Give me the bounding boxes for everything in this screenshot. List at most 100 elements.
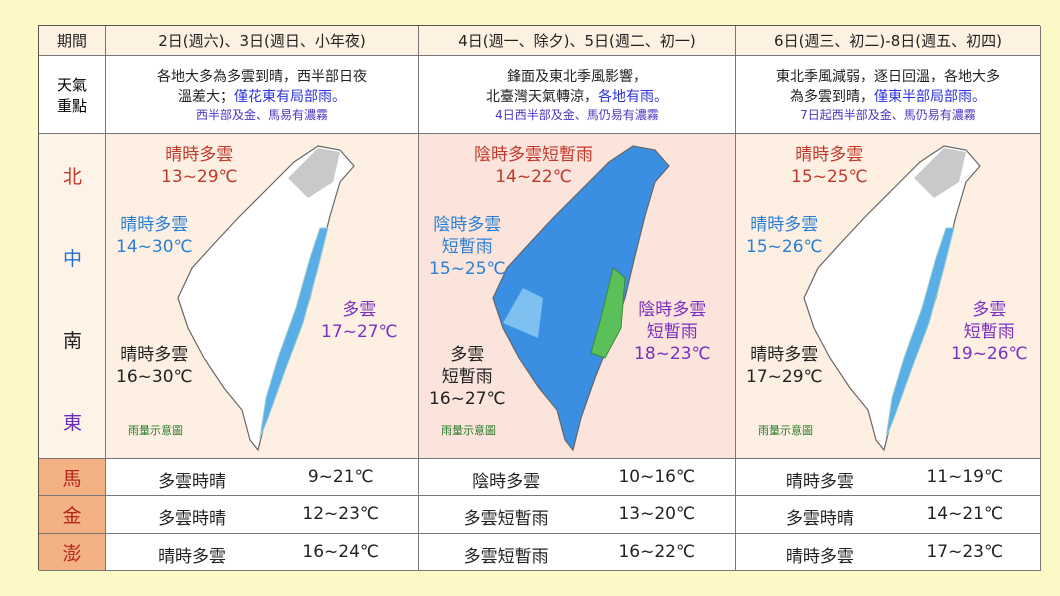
island-cell: 多雲時晴 12~23℃ — [106, 496, 419, 534]
rain-light — [502, 288, 543, 338]
focus-line: 東北季風減弱，逐日回溫，各地大多 — [776, 68, 1000, 85]
map-legend: 雨量示意圖 — [758, 424, 813, 437]
taiwan-map — [802, 145, 981, 452]
area-forecast: 多雲 短暫雨 16~27℃ — [429, 344, 506, 410]
area-temp: 16~30℃ — [116, 367, 193, 387]
focus-label-cell: 天氣 重點 — [39, 56, 106, 134]
area-weather: 短暫雨 — [441, 237, 493, 257]
area-temp: 16~27℃ — [429, 389, 506, 409]
island-temp: 14~21℃ — [926, 504, 1004, 524]
focus-line-row: 北臺灣天氣轉涼，各地有雨。 — [486, 87, 668, 107]
area-weather: 晴時多雲 — [795, 145, 864, 165]
header-text: 期間 — [56, 32, 87, 50]
area-weather: 晴時多雲 — [165, 145, 234, 165]
island-label-cell: 澎 — [39, 534, 106, 571]
area-forecast: 晴時多雲 17~29℃ — [746, 344, 823, 388]
island-temp: 16~24℃ — [302, 541, 380, 562]
area-forecast: 晴時多雲 15~25℃ — [791, 144, 868, 188]
focus-note: 7日起西半部及金、馬仍易有濃霧 — [800, 107, 976, 122]
area-weather: 多雲 — [972, 300, 1007, 320]
island-temp: 10~16℃ — [618, 466, 696, 487]
island-cell: 晴時多雲 17~23℃ — [736, 534, 1041, 571]
map-legend: 雨量示意圖 — [441, 424, 496, 437]
focus-line-row: 為多雲到晴，僅東半部局部雨。 — [790, 87, 986, 107]
island-cell: 多雲短暫雨 16~22℃ — [419, 534, 736, 571]
island-weather: 晴時多雲 — [158, 546, 227, 567]
focus-line: 各地大多為多雲到晴，西半部日夜 — [157, 68, 367, 85]
area-temp: 18~23℃ — [634, 344, 711, 364]
island-weather: 晴時多雲 — [785, 546, 854, 567]
island — [802, 145, 981, 452]
rain-strip — [259, 227, 329, 439]
focus-line-row: 溫差大；僅花東有局部雨。 — [178, 87, 346, 107]
island-name: 金 — [62, 505, 82, 527]
island-temp: 11~19℃ — [926, 466, 1004, 487]
area-forecast: 陰時多雲 短暫雨 15~25℃ — [429, 214, 506, 280]
island-weather: 多雲時晴 — [785, 509, 854, 529]
island-cell: 多雲短暫雨 13~20℃ — [419, 496, 736, 534]
island-weather: 多雲時晴 — [158, 471, 227, 492]
area-weather: 晴時多雲 — [750, 345, 819, 365]
rain-heavy — [589, 267, 626, 359]
island-temp: 13~20℃ — [618, 504, 696, 524]
area-forecast: 晴時多雲 15~26℃ — [746, 214, 823, 258]
island-temp: 16~22℃ — [618, 541, 696, 562]
area-weather: 陰時多雲 — [433, 215, 502, 235]
area-forecast: 多雲 17~27℃ — [321, 299, 398, 343]
area-weather: 晴時多雲 — [750, 215, 819, 235]
area-temp: 15~25℃ — [791, 167, 868, 187]
focus-highlight: 各地有雨。 — [598, 88, 668, 105]
region-label: 東 — [62, 412, 82, 434]
map-legend: 雨量示意圖 — [128, 424, 183, 437]
area-weather: 短暫雨 — [646, 322, 698, 342]
area-weather: 多雲 — [342, 300, 377, 320]
rain-strip — [885, 227, 955, 439]
header-text: 6日(週三、初二)-8日(週五、初四) — [774, 32, 1002, 50]
focus-label: 天氣 — [56, 75, 87, 94]
island-weather: 多雲短暫雨 — [463, 546, 549, 567]
area-weather: 陰時多雲短暫雨 — [474, 145, 593, 165]
island-cell: 陰時多雲 10~16℃ — [419, 459, 736, 496]
region-label: 中 — [62, 248, 82, 270]
island-weather: 多雲短暫雨 — [463, 509, 549, 529]
area-temp: 19~26℃ — [951, 344, 1028, 364]
focus-note: 西半部及金、馬易有濃霧 — [195, 107, 328, 122]
area-forecast: 晴時多雲 14~30℃ — [116, 214, 193, 258]
region-label: 北 — [62, 166, 82, 188]
island-cell: 多雲時晴 9~21℃ — [106, 459, 419, 496]
island-name: 澎 — [62, 542, 82, 565]
header-text: 2日(週六)、3日(週日、小年夜) — [158, 32, 366, 50]
area-weather: 陰時多雲 — [638, 300, 707, 320]
island-label-cell: 金 — [39, 496, 106, 534]
island-weather: 陰時多雲 — [472, 471, 541, 492]
focus-line: 北臺灣天氣轉涼， — [486, 88, 598, 105]
header-cell: 期間 — [39, 26, 106, 56]
area-temp: 15~26℃ — [746, 237, 823, 257]
header-cell: 6日(週三、初二)-8日(週五、初四) — [736, 26, 1041, 56]
region-label-cell: 北中南東 — [39, 134, 106, 459]
map-cell: 陰時多雲短暫雨 14~22℃ 陰時多雲 短暫雨 15~25℃ 多雲 短暫雨 16~27℃ 陰時多… — [419, 134, 736, 459]
focus-cell: 東北季風減弱，逐日回溫，各地大多 為多雲到晴，僅東半部局部雨。 7日起西半部及金、馬… — [736, 56, 1041, 134]
area-temp: 13~29℃ — [161, 167, 238, 187]
area-forecast: 晴時多雲 13~29℃ — [161, 144, 238, 188]
island-temp: 9~21℃ — [307, 466, 374, 487]
focus-cell: 各地大多為多雲到晴，西半部日夜 溫差大；僅花東有局部雨。 西半部及金、馬易有濃霧 — [106, 56, 419, 134]
island-temp: 12~23℃ — [302, 504, 380, 524]
cloud-area — [287, 148, 340, 198]
island-cell: 晴時多雲 11~19℃ — [736, 459, 1041, 496]
island-temp: 17~23℃ — [926, 541, 1004, 562]
area-forecast: 晴時多雲 16~30℃ — [116, 344, 193, 388]
focus-line: 為多雲到晴， — [790, 88, 874, 105]
island-name: 馬 — [62, 467, 82, 490]
header-cell: 4日(週一、除夕)、5日(週二、初一) — [419, 26, 736, 56]
island — [491, 145, 670, 452]
island — [176, 145, 355, 452]
focus-line: 鋒面及東北季風影響， — [507, 68, 647, 85]
map-cell: 晴時多雲 15~25℃ 晴時多雲 15~26℃ 晴時多雲 17~29℃ 多雲 短暫雨 19~26… — [736, 134, 1041, 459]
area-temp: 17~29℃ — [746, 367, 823, 387]
map-cell: 晴時多雲 13~29℃ 晴時多雲 14~30℃ 晴時多雲 16~30℃ 多雲 17~27℃ 雨量… — [106, 134, 419, 459]
area-temp: 14~22℃ — [495, 167, 572, 187]
taiwan-map — [491, 145, 670, 452]
island-weather: 多雲時晴 — [158, 509, 227, 529]
